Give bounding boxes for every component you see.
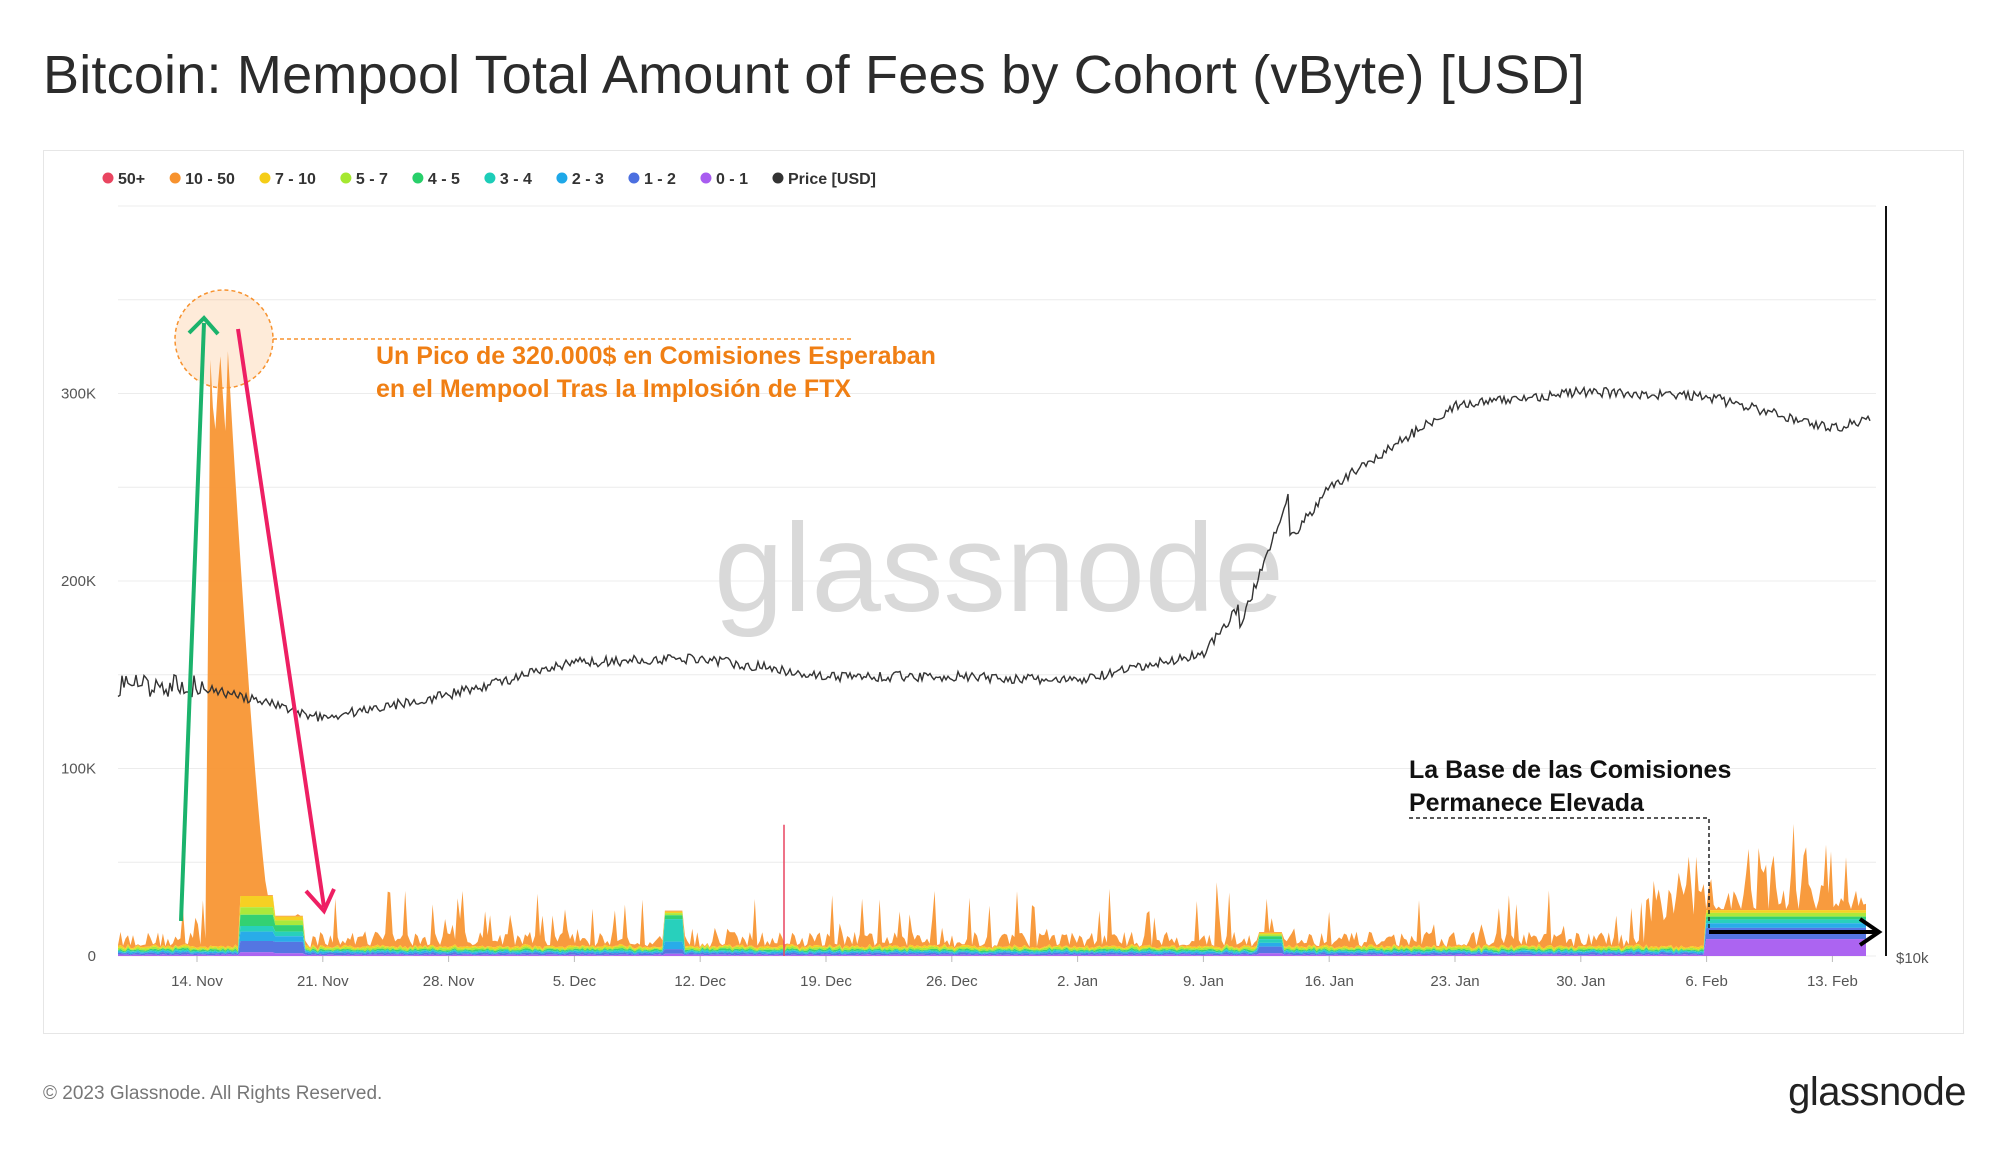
fee-layer-10-50: [118, 351, 1866, 950]
fee-stack-area: [118, 351, 1866, 956]
legend-label: 2 - 3: [572, 171, 604, 188]
x-axis-ticks: 14. Nov 21. Nov 28. Nov 5. Dec 12. Dec 19. De…: [171, 956, 1858, 990]
legend-swatch: [772, 172, 784, 184]
x-tick-label: 14. Nov: [171, 973, 223, 990]
legend-swatch: [628, 172, 640, 184]
x-tick-label: 2. Jan: [1057, 973, 1098, 990]
grid-lines: [118, 205, 1876, 957]
y-tick-label: 100K: [61, 761, 96, 778]
legend-label: 7 - 10: [275, 171, 316, 188]
rise-arrow: [179, 322, 206, 922]
legend-label: 4 - 5: [428, 171, 460, 188]
x-tick-label: 26. Dec: [926, 973, 978, 990]
page-title: Bitcoin: Mempool Total Amount of Fees by…: [43, 45, 1585, 105]
x-tick-label: 21. Nov: [297, 973, 349, 990]
legend-swatch: [102, 172, 114, 184]
legend-label: 10 - 50: [185, 171, 235, 188]
fall-arrow-head: [304, 888, 336, 915]
fee-layer-1-2: [118, 927, 1866, 956]
y-axis-ticks: 0 100K 200K 300K $10k: [61, 386, 1929, 968]
chart-frame: glassnode 0 100K 200K 300K $10k 14. Nov 21. N…: [43, 150, 1964, 1034]
y-tick-label: 0: [88, 948, 96, 965]
fee-layer-0-1: [118, 939, 1866, 956]
x-tick-label: 28. Nov: [423, 973, 475, 990]
legend-swatch: [556, 172, 568, 184]
base-arrow-head: [1858, 917, 1883, 947]
annotations: Un Pico de 320.000$ en Comisiones Espera…: [174, 289, 1883, 947]
x-tick-label: 23. Jan: [1430, 973, 1479, 990]
footer-logo: glassnode: [1788, 1070, 1966, 1114]
legend-label: 50+: [118, 171, 145, 188]
legend-swatch: [340, 172, 352, 184]
legend-swatch: [259, 172, 271, 184]
legend-label: Price [USD]: [788, 171, 876, 188]
y-tick-label: 300K: [61, 386, 96, 403]
base-leader-line: [1409, 817, 1710, 931]
x-tick-label: 5. Dec: [553, 973, 597, 990]
fall-arrow: [236, 328, 326, 908]
legend-label: 3 - 4: [500, 171, 532, 188]
y-tick-label: 200K: [61, 573, 96, 590]
chart-svg: glassnode 0 100K 200K 300K $10k 14. Nov 21. N…: [61, 171, 1929, 990]
x-tick-label: 19. Dec: [800, 973, 852, 990]
legend-label: 1 - 2: [644, 171, 676, 188]
legend-swatch: [412, 172, 424, 184]
x-tick-label: 6. Feb: [1685, 973, 1728, 990]
peak-annotation-line1: Un Pico de 320.000$ en Comisiones Espera…: [376, 342, 936, 370]
rise-arrow-head: [187, 315, 220, 336]
peak-annotation-line2: en el Mempool Tras la Implosión de FTX: [376, 375, 851, 403]
x-tick-label: 12. Dec: [674, 973, 726, 990]
footer-copyright: © 2023 Glassnode. All Rights Reserved.: [43, 1083, 383, 1104]
base-annotation-line1: La Base de las Comisiones: [1409, 756, 1731, 784]
x-tick-label: 16. Jan: [1305, 973, 1354, 990]
price-series-line: [117, 385, 1871, 722]
legend: 50+ 10 - 50 7 - 10 5 - 7 4 - 5 3 - 4 2 - 3 1 - …: [102, 171, 876, 188]
legend-swatch: [700, 172, 712, 184]
legend-swatch: [169, 172, 181, 184]
legend-label: 0 - 1: [716, 171, 748, 188]
peak-highlight-circle: [174, 289, 274, 389]
price-line: [117, 385, 1871, 722]
legend-swatch: [484, 172, 496, 184]
x-tick-label: 13. Feb: [1807, 973, 1858, 990]
legend-label: 5 - 7: [356, 171, 388, 188]
x-tick-label: 9. Jan: [1183, 973, 1224, 990]
base-annotation-line2: Permanece Elevada: [1409, 789, 1645, 817]
x-tick-label: 30. Jan: [1556, 973, 1605, 990]
fee-layer-5-7: [118, 907, 1866, 953]
watermark: glassnode: [714, 499, 1284, 638]
y-right-tick-label: $10k: [1896, 950, 1929, 967]
